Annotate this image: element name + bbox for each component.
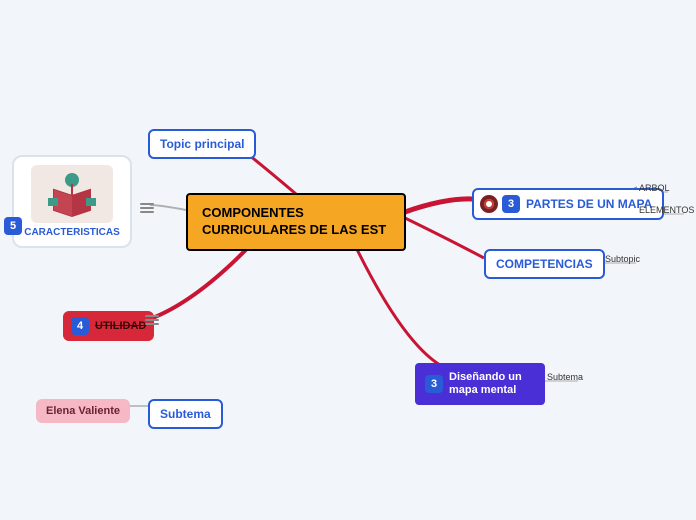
node-topic-principal[interactable]: Topic principal — [148, 129, 256, 159]
node-partes-mapa[interactable]: 3 PARTES DE UN MAPA — [472, 188, 664, 220]
node-competencias[interactable]: COMPETENCIAS — [484, 249, 605, 279]
node-label: Subtema — [160, 407, 211, 421]
node-label: Diseñando un mapa mental — [449, 371, 535, 397]
node-label: CARACTERISTICAS — [24, 227, 120, 238]
node-elena[interactable]: Elena Valiente — [36, 399, 130, 423]
book-icon — [31, 165, 113, 223]
node-utilidad[interactable]: 4 UTILIDAD — [63, 311, 154, 341]
node-label: PARTES DE UN MAPA — [526, 197, 652, 211]
warning-icon — [480, 195, 498, 213]
node-label: Topic principal — [160, 137, 244, 151]
count-badge: 3 — [425, 375, 443, 393]
node-subtema-left[interactable]: Subtema — [148, 399, 223, 429]
notes-icon — [145, 315, 159, 325]
notes-icon — [140, 203, 154, 213]
leaf-elementos[interactable]: ELEMENTOS — [639, 205, 694, 215]
node-disenando[interactable]: 3 Diseñando un mapa mental — [415, 363, 545, 405]
leaf-subtema-right[interactable]: Subtema — [547, 372, 583, 382]
leaf-subtopic[interactable]: Subtopic — [605, 254, 640, 264]
node-label: COMPETENCIAS — [496, 257, 593, 271]
central-topic-text: COMPONENTES CURRICULARES DE LAS EST — [202, 205, 390, 239]
count-badge: 3 — [502, 195, 520, 213]
node-caracteristicas[interactable]: 5 CARACTERISTICAS — [12, 155, 132, 248]
count-badge: 4 — [71, 317, 89, 335]
node-label: UTILIDAD — [95, 320, 146, 332]
leaf-arbol[interactable]: ARBOL — [639, 183, 670, 193]
node-label: Elena Valiente — [46, 405, 120, 417]
count-badge: 5 — [4, 217, 22, 235]
central-topic[interactable]: COMPONENTES CURRICULARES DE LAS EST — [186, 193, 406, 251]
